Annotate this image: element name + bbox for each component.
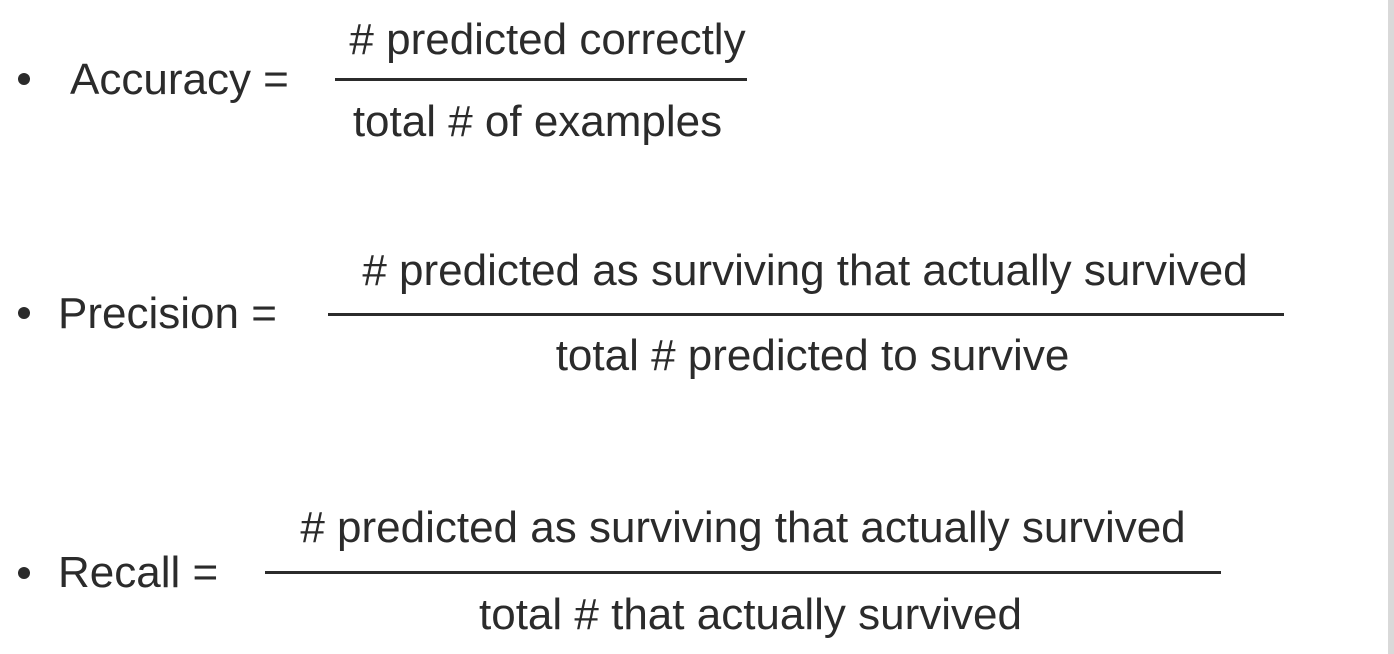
precision-numerator: # predicted as surviving that actually s… [362,246,1248,295]
accuracy-numerator: # predicted correctly [349,15,746,64]
accuracy-fraction-bar [335,78,747,81]
right-edge-bar [1388,0,1394,654]
bullet-point [18,567,30,579]
accuracy-denominator: total # of examples [352,97,723,146]
precision-label: Precision = [58,289,277,338]
accuracy-label: Accuracy = [70,55,289,104]
recall-fraction-bar [265,571,1221,574]
bullet-point [18,307,30,319]
recall-denominator: total # that actually survived [479,590,1022,639]
recall-numerator: # predicted as surviving that actually s… [300,503,1186,552]
precision-denominator: total # predicted to survive [555,331,1070,380]
recall-label: Recall = [58,548,219,597]
bullet-point [18,73,30,85]
precision-fraction-bar [328,313,1284,316]
